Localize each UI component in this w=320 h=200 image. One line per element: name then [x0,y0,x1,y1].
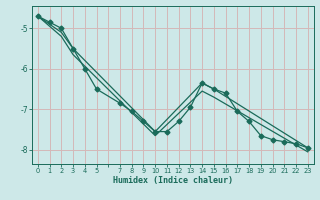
X-axis label: Humidex (Indice chaleur): Humidex (Indice chaleur) [113,176,233,185]
